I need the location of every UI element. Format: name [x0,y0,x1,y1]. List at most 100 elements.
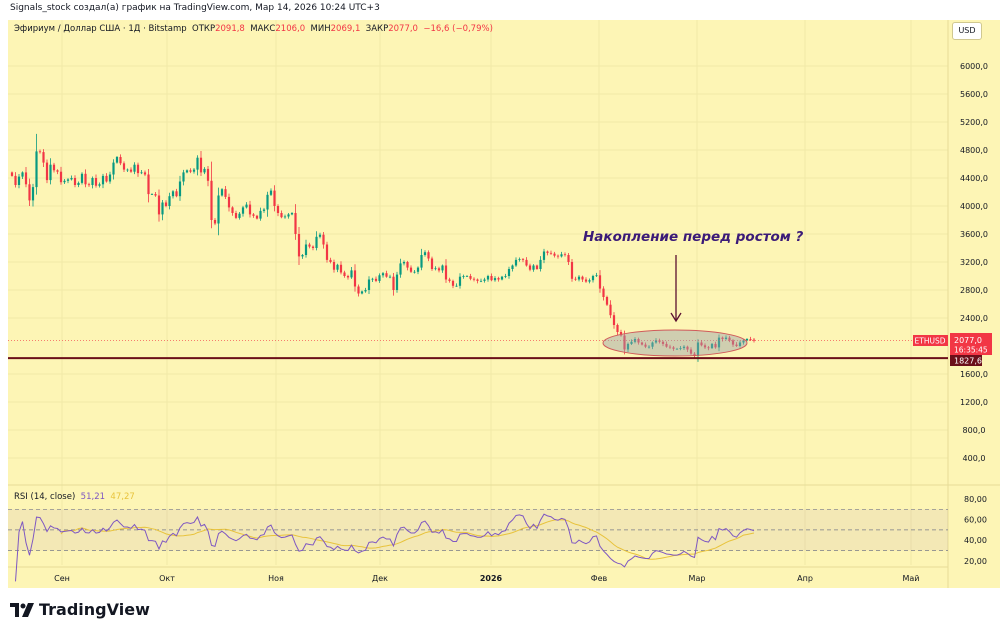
candle-body [367,279,371,290]
candle-body [353,270,357,287]
candle-body [297,234,301,257]
candle-body [693,353,696,356]
candle-body [710,343,714,349]
candle-body [238,213,241,218]
low-value: 2069,1 [330,24,361,34]
rsi-ma-value: 47,27 [110,492,135,502]
candle-body [105,175,108,182]
price-axis-label: 4400,0 [960,174,988,183]
tradingview-logo-icon [10,602,34,617]
candle-body [616,325,619,332]
last-price-text: 2077,0 [954,336,982,345]
chart-area[interactable] [8,20,1000,588]
candle-body [350,270,353,278]
candle-body [490,276,493,281]
rsi-axis-label: 60,00 [964,516,987,525]
time-axis-label: Май [902,574,919,583]
candle-body [91,178,94,185]
logo-text: TradingView [39,600,150,619]
candle-body [213,220,217,224]
candle-body [227,196,231,208]
candle-body [549,252,553,254]
candle-body [532,265,535,270]
time-axis-label: 2026 [480,574,503,583]
price-axis-label: 4000,0 [960,202,988,211]
candle-body [315,236,318,248]
candle-body [570,262,574,279]
candle-body [465,276,469,277]
candle-body [136,164,140,174]
candle-body [479,280,483,282]
candle-body [661,341,665,344]
candle-body [423,252,427,255]
candle-body [392,276,395,290]
annotation-text[interactable]: Накопление перед ростом ? [583,229,804,245]
price-axis-label: 3600,0 [960,230,988,239]
candle-body [87,184,91,186]
candle-body [686,346,689,350]
candle-body [42,152,45,163]
candle-body [609,304,612,316]
level-price-text: 1827,6 [954,357,982,366]
candle-body [59,171,63,183]
candle-body [35,151,38,188]
candle-body [266,194,269,210]
accumulation-ellipse [602,329,748,357]
candle-body [539,259,542,269]
candle-body [231,207,234,213]
tradingview-logo[interactable]: TradingView [10,600,150,619]
candle-body [56,170,59,172]
chart-credit: Signals_stock создал(а) график на Tradin… [10,3,380,13]
open-label: ОТКР [192,24,216,34]
candle-body [203,168,206,173]
candle-body [129,169,133,172]
candle-body [343,272,346,276]
candle-body [245,204,248,208]
candle-body [556,255,560,257]
candle-body [252,214,255,216]
candle-body [189,170,192,172]
price-axis-label: 4800,0 [960,146,988,155]
candle-body [553,253,556,256]
price-axis-label: 2800,0 [960,286,988,295]
candle-body [707,347,710,349]
candle-body [724,337,728,339]
candle-body [63,180,66,183]
candle-body [700,342,703,346]
candle-body [696,342,700,356]
candle-body [38,151,42,153]
candle-body [178,181,182,197]
candle-body [588,280,591,282]
candle-body [476,279,479,281]
candle-body [406,262,409,268]
candle-body [560,254,563,257]
change-value: −16,6 (−0,79%) [423,24,493,34]
close-label: ЗАКР [365,24,389,34]
open-value: 2091,8 [215,24,245,34]
candle-body [402,262,406,264]
candle-body [413,271,416,273]
candle-body [535,265,539,269]
candle-body [385,273,388,277]
candle-body [161,202,164,215]
candle-body [220,189,224,196]
candle-body [112,162,115,175]
candle-body [140,172,143,174]
high-label: МАКС [250,24,276,34]
candle-body [371,278,374,280]
candle-body [717,337,721,348]
candle-body [441,265,444,271]
candle-body [234,213,238,218]
price-axis-label: 5600,0 [960,90,988,99]
candle-body [430,258,434,269]
candle-body [224,189,227,197]
candle-body [360,291,364,294]
time-axis-label: Сен [54,574,70,583]
candle-body [196,157,199,170]
currency-button[interactable]: USD [952,22,982,40]
candle-body [21,172,24,177]
candle-body [115,157,119,163]
candle-body [150,194,154,195]
candle-body [248,204,252,215]
